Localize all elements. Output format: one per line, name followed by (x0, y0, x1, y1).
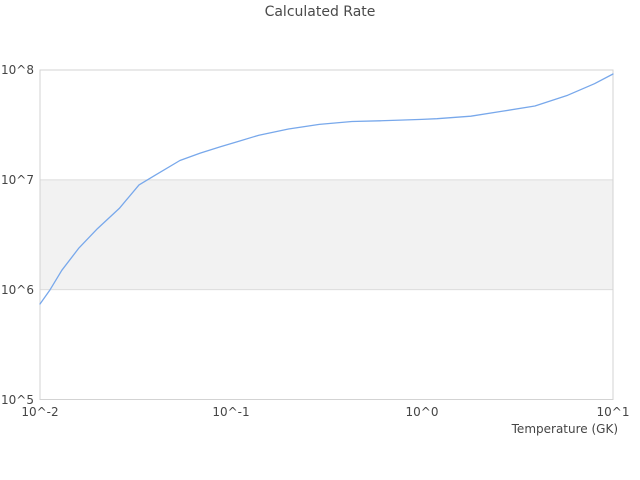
y-tick-label: 10^5 (1, 392, 34, 407)
y-tick-label: 10^7 (1, 172, 34, 187)
x-tick-label: 10^-1 (212, 405, 250, 419)
chart-title: Calculated Rate (264, 4, 376, 20)
decade-band (40, 179, 613, 290)
y-tick-label: 10^8 (1, 63, 34, 77)
x-tick-label: 10^0 (405, 405, 439, 419)
x-tick-label: 10^1 (596, 405, 630, 419)
x-axis-title: Temperature (GK) (511, 422, 618, 436)
plot-border (39, 69, 614, 400)
rate-line-series (39, 73, 614, 305)
y-tick-label: 10^6 (1, 282, 34, 297)
x-tick-label: 10^-2 (21, 405, 59, 419)
